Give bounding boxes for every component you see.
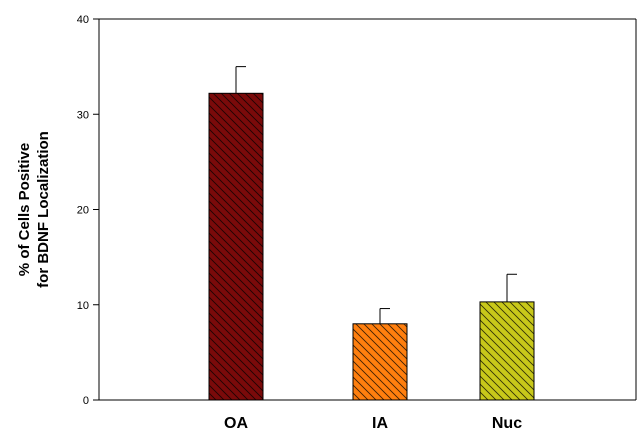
y-axis-label-line-1: % of Cells Positive [16,143,33,276]
x-tick-label-oa: OA [224,415,248,432]
x-tick-label-ia: IA [372,415,388,432]
y-tick-label: 30 [77,109,89,121]
axes [93,18,637,401]
bar-ia [352,323,408,401]
y-tick-label: 20 [77,205,89,217]
x-tick-label-nuc: Nuc [492,415,522,432]
y-tick-label: 0 [83,395,89,407]
bars [208,92,535,401]
y-tick-label: 40 [77,14,89,26]
bar-oa [208,92,264,401]
error-bars [235,66,517,324]
y-tick-label: 10 [77,300,89,312]
y-axis-label-line-2: for BDNF Localization [35,131,52,288]
labels: 0 10 20 30 40 OA IA Nuc [77,14,522,432]
bar-nuc [479,301,535,401]
